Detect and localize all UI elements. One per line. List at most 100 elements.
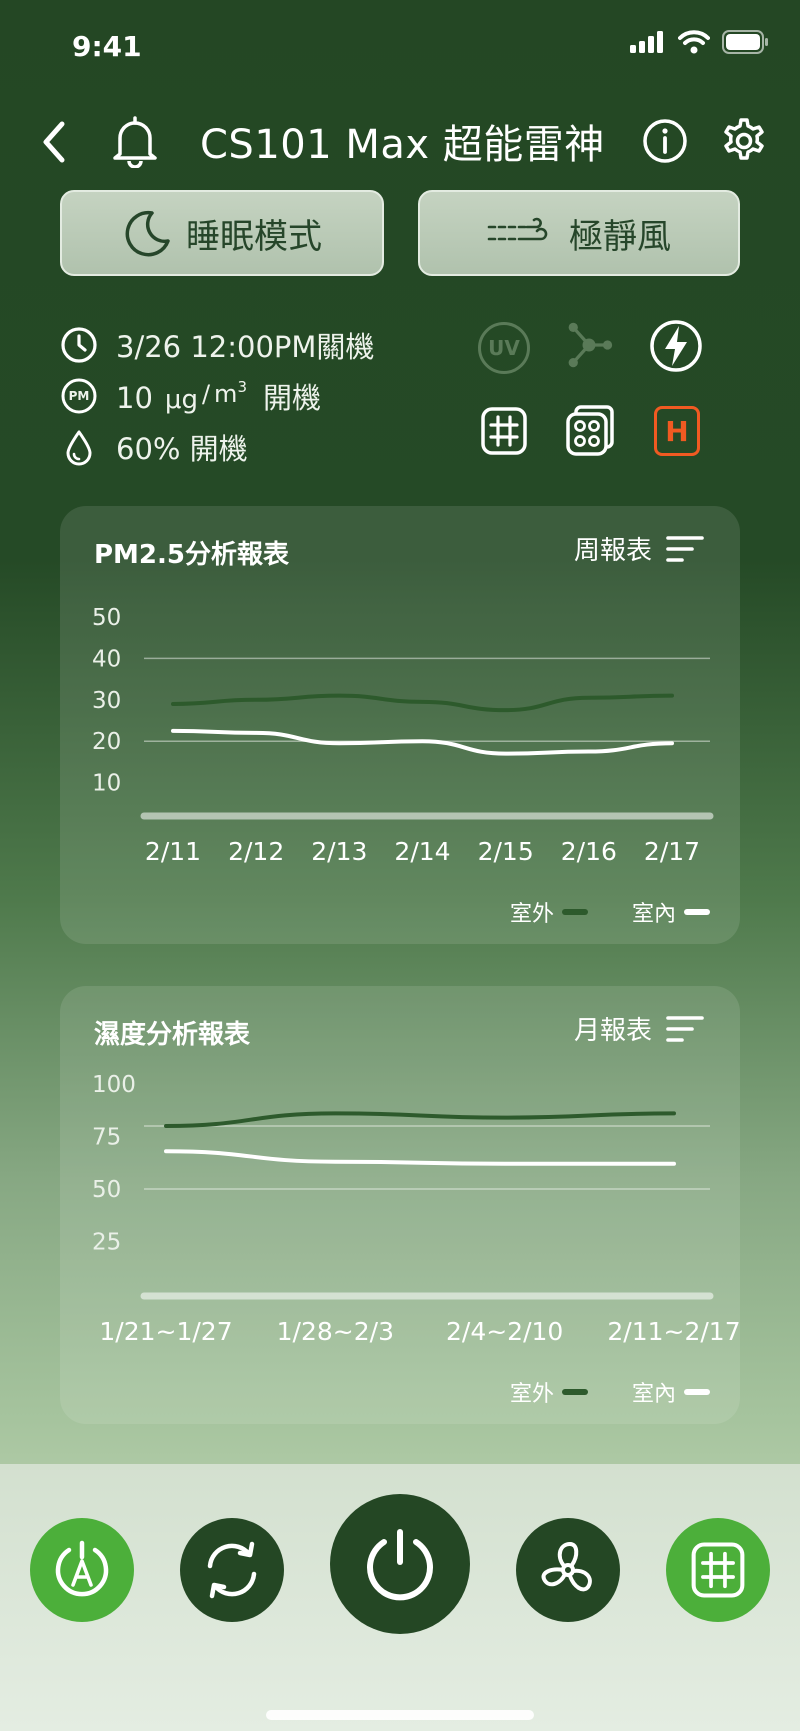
chevron-left-icon <box>43 121 65 163</box>
pm-unit-exp: 3 <box>237 378 247 396</box>
status-time: 9:41 <box>72 30 142 63</box>
x-tick-label: 2/14 <box>394 837 450 866</box>
refresh-icon <box>207 1541 257 1599</box>
timer-row: 3/26 12:00PM關機 <box>60 324 374 366</box>
y-tick-label: 20 <box>92 729 121 755</box>
x-tick-label: 2/13 <box>311 837 367 866</box>
clock-icon <box>61 327 97 363</box>
pm-trigger-row: PM 10 μg / m 3 開機 <box>60 375 321 417</box>
uv-icon: UV <box>478 322 530 374</box>
moon-icon <box>125 210 170 257</box>
sleep-mode-button[interactable]: 睡眠模式 <box>60 190 384 276</box>
pm25-chart: 50 40 30 20 10 2/11 2/12 2/13 2/14 2/15 2/16 2/17 <box>92 605 714 866</box>
wifi-icon <box>678 30 710 54</box>
pm-badge: PM <box>68 389 90 403</box>
pm25-report-card: PM2.5分析報表 周報表 50 40 30 20 10 2/11 2/12 2/13 2/14… <box>60 506 740 944</box>
series-line-indoor <box>164 1149 676 1166</box>
settings-button[interactable] <box>720 117 768 165</box>
filter-button[interactable] <box>666 1518 770 1622</box>
x-tick-label: 2/17 <box>644 837 700 866</box>
uv-label: UV <box>488 336 520 360</box>
back-button[interactable] <box>38 118 70 166</box>
humidity-report-card: 濕度分析報表 月報表 100 75 50 25 1/21~1/27 1/28~2/3 2/4… <box>60 986 740 1424</box>
pm25-period-selector[interactable]: 周報表 <box>574 530 704 567</box>
pm-icon: PM <box>60 377 98 415</box>
info-button[interactable] <box>642 118 688 164</box>
y-tick-label: 50 <box>92 1177 121 1203</box>
legend-outdoor-label: 室外 <box>509 902 554 927</box>
pm-value: 10 <box>116 381 153 415</box>
humidity-trigger-row: 60% 開機 <box>60 426 248 468</box>
humidity-period-label: 月報表 <box>573 1016 652 1046</box>
quiet-wind-button[interactable]: 極靜風 <box>418 190 740 276</box>
signal-icon <box>630 31 666 53</box>
humidity-period-selector[interactable]: 月報表 <box>574 1010 704 1047</box>
timer-text: 3/26 12:00PM關機 <box>116 330 375 364</box>
page-title: CS101 Max 超能雷神 <box>200 122 605 168</box>
pm-unit-a: μg <box>164 385 198 415</box>
legend-indoor-swatch <box>684 909 710 915</box>
sleep-mode-label: 睡眠模式 <box>186 216 322 257</box>
series-line-indoor <box>171 728 674 756</box>
series-line-outdoor <box>171 693 674 713</box>
x-tick-label: 1/21~1/27 <box>99 1317 232 1346</box>
legend-indoor-label: 室內 <box>631 1382 676 1407</box>
legend-indoor-label: 室內 <box>631 902 676 927</box>
y-tick-label: 40 <box>92 646 121 672</box>
x-tick-label: 2/11~2/17 <box>607 1317 740 1346</box>
power-button[interactable] <box>330 1494 470 1634</box>
x-tick-label: 2/16 <box>561 837 617 866</box>
auto-mode-button[interactable] <box>30 1518 134 1622</box>
y-tick-label: 50 <box>92 605 121 631</box>
notification-button[interactable] <box>110 114 160 168</box>
fan-icon <box>541 1542 592 1592</box>
pm25-card-title: PM2.5分析報表 <box>94 540 289 570</box>
y-tick-label: 10 <box>92 771 121 797</box>
home-indicator <box>266 1710 534 1720</box>
heater-icon: H <box>654 406 700 456</box>
y-tick-label: 30 <box>92 688 121 714</box>
sort-icon <box>666 1015 704 1042</box>
status-icons <box>630 30 770 54</box>
heater-label: H <box>665 414 689 448</box>
y-tick-label: 25 <box>92 1230 121 1256</box>
humidity-legend-indoor: 室內 <box>632 1376 710 1408</box>
humidity-text: 60% 開機 <box>116 432 248 466</box>
legend-indoor-swatch <box>684 1389 710 1395</box>
x-tick-label: 2/11 <box>145 837 201 866</box>
humidity-chart: 100 75 50 25 1/21~1/27 1/28~2/3 2/4~2/10 2/11~2… <box>92 1072 740 1346</box>
y-tick-label: 75 <box>92 1125 121 1151</box>
legend-outdoor-swatch <box>562 1389 588 1395</box>
sort-icon <box>666 535 704 562</box>
pm-action: 開機 <box>262 381 321 415</box>
x-tick-label: 2/15 <box>478 837 534 866</box>
carbon-filter-icon <box>564 404 616 458</box>
x-tick-label: 2/4~2/10 <box>446 1317 563 1346</box>
y-tick-label: 100 <box>92 1072 136 1098</box>
quiet-wind-label: 極靜風 <box>569 216 671 257</box>
filter-grid-icon <box>480 406 528 456</box>
fan-speed-button[interactable] <box>516 1518 620 1622</box>
power-icon <box>367 1529 433 1601</box>
ion-icon <box>564 320 614 370</box>
quiet-wind-icon <box>487 217 548 241</box>
bell-icon <box>113 116 157 168</box>
series-line-outdoor <box>164 1111 676 1128</box>
lightning-icon <box>648 318 704 374</box>
pm25-period-label: 周報表 <box>573 536 652 566</box>
info-icon <box>643 119 687 163</box>
x-tick-label: 1/28~2/3 <box>277 1317 394 1346</box>
legend-outdoor-swatch <box>562 909 588 915</box>
legend-outdoor-label: 室外 <box>509 1382 554 1407</box>
auto-power-icon <box>55 1540 109 1597</box>
x-tick-label: 2/12 <box>228 837 284 866</box>
pm-unit-b: m <box>214 380 238 408</box>
humidity-card-title: 濕度分析報表 <box>94 1020 251 1050</box>
water-drop-icon <box>66 430 92 466</box>
pm25-legend-indoor: 室內 <box>632 896 710 928</box>
cycle-mode-button[interactable] <box>180 1518 284 1622</box>
filter-grid-icon <box>691 1542 745 1598</box>
humidity-legend-outdoor: 室外 <box>510 1376 588 1408</box>
pm-threshold: 10 μg / m 3 開機 <box>116 375 321 417</box>
gear-icon <box>724 118 764 160</box>
